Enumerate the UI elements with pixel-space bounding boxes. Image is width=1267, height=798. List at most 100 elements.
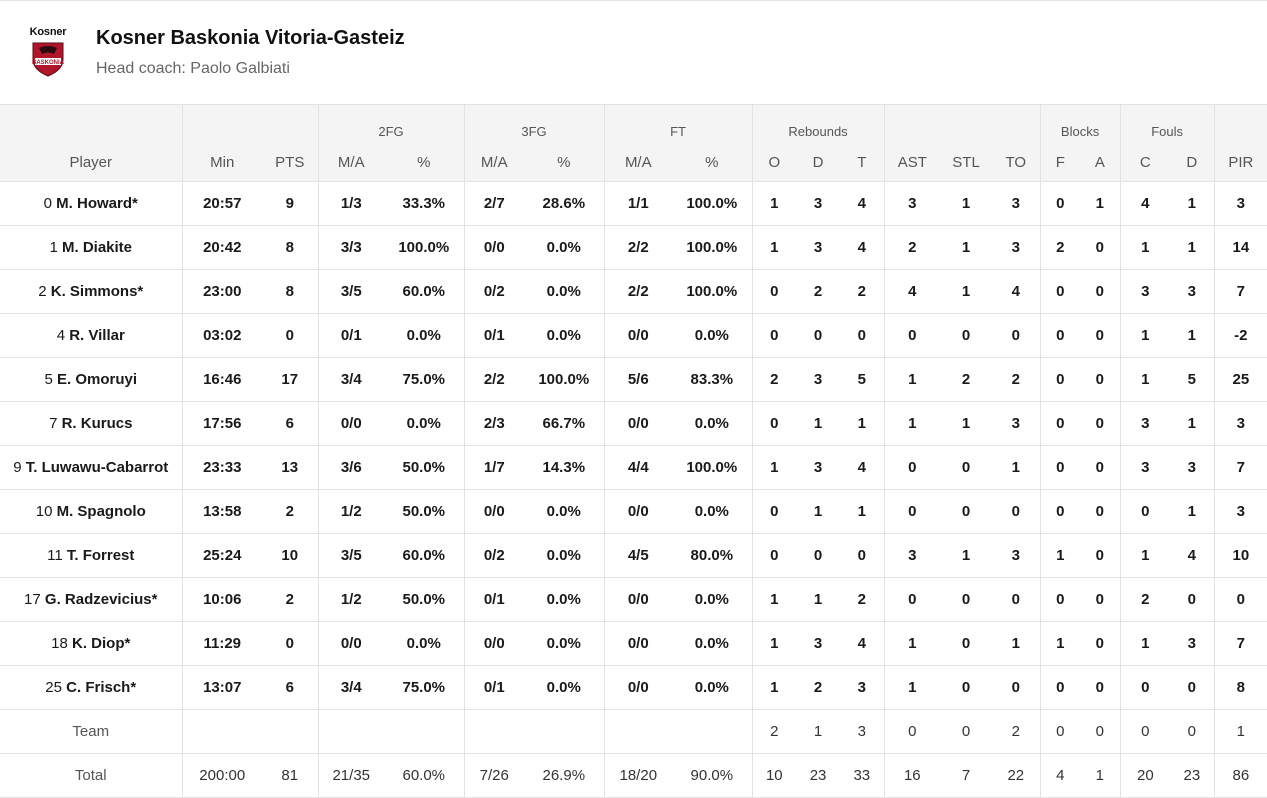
- col-header-3fg-ma[interactable]: M/A: [463, 143, 525, 182]
- player-name-cell[interactable]: 4 R. Villar: [0, 313, 182, 358]
- stat-reb-t: 33: [840, 753, 885, 798]
- player-name-cell[interactable]: 25 C. Frisch*: [0, 665, 182, 710]
- team-header: Kosner BASKONIA Kosner Baskonia Vitoria-…: [0, 1, 1267, 104]
- player-name[interactable]: T. Luwawu-Cabarrot: [25, 459, 169, 476]
- player-name[interactable]: R. Villar: [69, 327, 125, 344]
- col-header-reb-t[interactable]: T: [857, 153, 867, 171]
- stat-stl: 7: [940, 753, 993, 798]
- col-header-ft-pct[interactable]: %: [705, 153, 719, 171]
- stat-ast: 0: [883, 577, 941, 622]
- stat-stl: 1: [940, 181, 993, 226]
- stat-ast: 2: [883, 225, 941, 270]
- player-name-cell[interactable]: 9 T. Luwawu-Cabarrot: [0, 445, 182, 490]
- col-header-ft-ma[interactable]: M/A: [603, 143, 673, 182]
- col-header-foul-c[interactable]: C: [1119, 143, 1171, 182]
- col-header-pir[interactable]: PIR: [1213, 143, 1267, 182]
- stat-pts: 13: [262, 445, 318, 490]
- player-name-cell[interactable]: 10 M. Spagnolo: [0, 489, 182, 534]
- col-header-blk-a[interactable]: A: [1094, 153, 1105, 171]
- col-header-blk-f[interactable]: F: [1039, 143, 1081, 182]
- stat-ft-ma: 0/0: [603, 401, 673, 446]
- stat-pts: 2: [262, 577, 318, 622]
- stat-2fg-pct: 75.0%: [384, 665, 465, 710]
- player-name[interactable]: M. Howard*: [56, 195, 138, 212]
- stat-min: 20:57: [181, 181, 262, 226]
- stat-foul-d: 1: [1170, 401, 1215, 446]
- col-header-stl[interactable]: STL: [952, 153, 980, 171]
- stat-stl: 0: [940, 313, 993, 358]
- player-name-cell[interactable]: 7 R. Kurucs: [0, 401, 182, 446]
- player-number: 9: [13, 459, 22, 476]
- col-header-3fg-pct[interactable]: %: [557, 153, 571, 171]
- player-name-cell[interactable]: 0 M. Howard*: [0, 181, 182, 226]
- logo-wordmark: Kosner: [29, 26, 67, 38]
- stat-ast: 1: [883, 621, 941, 666]
- player-name-cell[interactable]: 1 M. Diakite: [0, 225, 182, 270]
- stat-2fg-pct: 60.0%: [384, 269, 465, 314]
- col-header-min[interactable]: Min: [181, 143, 262, 182]
- stat-3fg-ma: 1/7: [463, 445, 525, 490]
- stat-reb-o: 1: [751, 225, 797, 270]
- stat-to: 1: [992, 445, 1041, 490]
- stat-reb-d: 3: [796, 445, 841, 490]
- stat-to: 4: [992, 269, 1041, 314]
- player-name[interactable]: M. Diakite: [61, 239, 133, 256]
- stat-blk-f: 0: [1039, 445, 1081, 490]
- col-header-player[interactable]: Player: [69, 153, 113, 171]
- col-header-to[interactable]: TO: [1005, 153, 1027, 171]
- stat-foul-d: 1: [1170, 489, 1215, 534]
- player-name[interactable]: G. Radzevicius*: [44, 591, 158, 608]
- stat-3fg-ma: 0/1: [463, 577, 525, 622]
- stat-pts: 0: [262, 313, 318, 358]
- player-name[interactable]: K. Simmons*: [50, 283, 144, 300]
- col-header-foul-d[interactable]: D: [1186, 153, 1198, 171]
- stat-reb-o: 0: [751, 313, 797, 358]
- team-logo: Kosner BASKONIA: [24, 25, 72, 77]
- stat-min: 11:29: [181, 621, 262, 666]
- col-header-2fg-pct[interactable]: %: [417, 153, 431, 171]
- stat-pir: 7: [1213, 269, 1267, 314]
- box-score-table: 2FG 3FG FT Rebounds Blocks Fouls Player M…: [0, 104, 1267, 798]
- player-number: 10: [35, 503, 53, 520]
- stat-to: 0: [992, 489, 1041, 534]
- stat-ft-ma: 0/0: [603, 577, 673, 622]
- col-header-pts[interactable]: PTS: [275, 153, 305, 171]
- col-header-reb-o[interactable]: O: [751, 143, 797, 182]
- player-name-cell[interactable]: 5 E. Omoruyi: [0, 357, 182, 402]
- stat-pir: 3: [1213, 489, 1267, 534]
- stat-foul-c: 0: [1119, 489, 1171, 534]
- player-name-cell[interactable]: 17 G. Radzevicius*: [0, 577, 182, 622]
- player-row: 2 K. Simmons* 23:00 8 3/5 60.0% 0/2 0.0% 2/2 100…: [0, 269, 1267, 314]
- stat-blk-a: 1: [1080, 181, 1121, 226]
- stat-min: 20:42: [181, 225, 262, 270]
- stat-stl: 0: [940, 709, 993, 754]
- player-name-cell[interactable]: 11 T. Forrest: [0, 533, 182, 578]
- stat-to: 1: [992, 621, 1041, 666]
- player-name[interactable]: M. Spagnolo: [56, 503, 146, 520]
- group-fouls: Fouls: [1119, 104, 1215, 143]
- col-header-reb-d[interactable]: D: [812, 153, 824, 171]
- player-name[interactable]: R. Kurucs: [61, 415, 133, 432]
- player-name[interactable]: K. Diop*: [72, 635, 131, 652]
- stat-3fg-ma: 2/3: [463, 401, 525, 446]
- stat-3fg-pct: 0.0%: [524, 533, 605, 578]
- stat-blk-a: 0: [1080, 621, 1121, 666]
- stat-min: 23:00: [181, 269, 262, 314]
- player-name[interactable]: C. Frisch*: [66, 679, 137, 696]
- stat-ast: 1: [883, 357, 941, 402]
- stat-reb-o: 1: [751, 181, 797, 226]
- stat-reb-d: 3: [796, 621, 841, 666]
- stat-to: 0: [992, 577, 1041, 622]
- player-name-cell[interactable]: 2 K. Simmons*: [0, 269, 182, 314]
- stat-2fg-pct: 75.0%: [384, 357, 465, 402]
- stat-blk-f: 0: [1039, 181, 1081, 226]
- stat-blk-f: 0: [1039, 313, 1081, 358]
- col-header-ast[interactable]: AST: [883, 143, 941, 182]
- player-name[interactable]: E. Omoruyi: [56, 371, 138, 388]
- stat-ft-ma: 4/4: [603, 445, 673, 490]
- stat-min: 17:56: [181, 401, 262, 446]
- col-header-2fg-ma[interactable]: M/A: [317, 143, 384, 182]
- player-name-cell[interactable]: 18 K. Diop*: [0, 621, 182, 666]
- player-name[interactable]: T. Forrest: [66, 547, 135, 564]
- player-row: 25 C. Frisch* 13:07 6 3/4 75.0% 0/1 0.0% 0/0 0.0…: [0, 665, 1267, 710]
